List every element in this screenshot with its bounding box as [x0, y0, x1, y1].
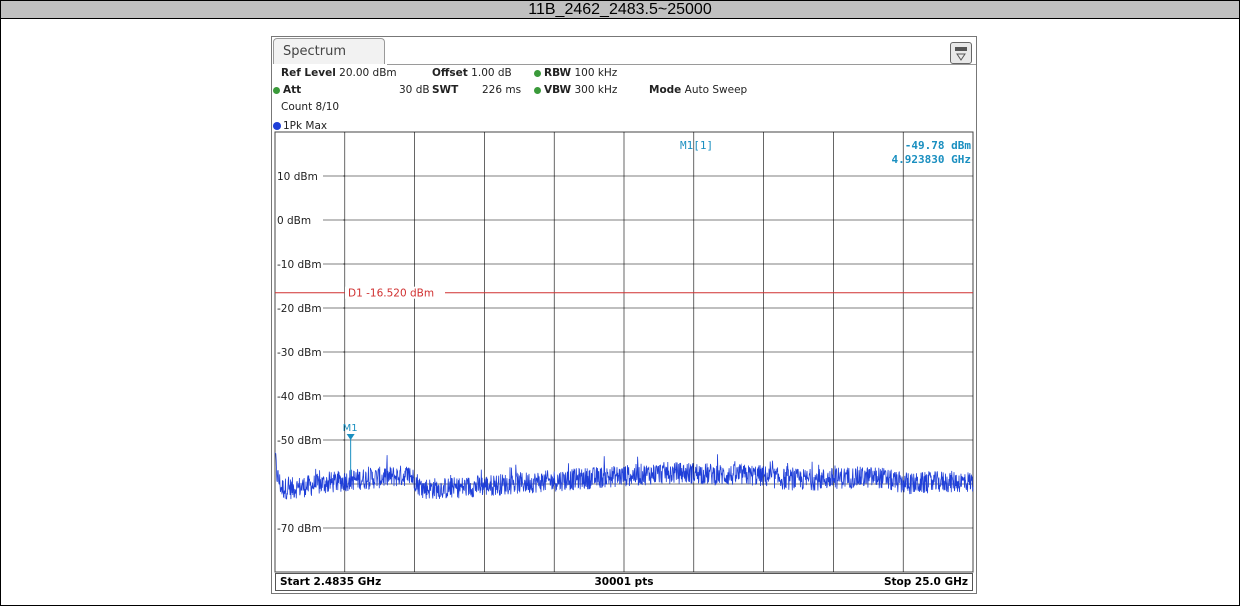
att-value: 30 dB [399, 84, 430, 96]
vbw-indicator-icon [534, 86, 541, 94]
marker-readout-level: -49.78 dBm [905, 139, 972, 152]
tab-divider [387, 64, 976, 65]
start-frequency: Start 2.4835 GHz [280, 576, 382, 588]
swt-value: 226 ms [482, 84, 522, 96]
marker-tag: M1 [343, 423, 358, 434]
y-tick-label: -30 dBm [277, 347, 322, 359]
att-label: Att [283, 84, 302, 96]
grid [343, 132, 973, 572]
rbw-label: RBW [544, 67, 572, 79]
sweep-count: Count 8/10 [281, 101, 340, 113]
trace-label: 1Pk Max [273, 120, 327, 132]
toolbar-icon[interactable] [950, 42, 972, 64]
sweep-points: 30001 pts [594, 576, 654, 588]
y-tick-label: -40 dBm [277, 391, 322, 403]
vbw-setting: VBW 300 kHz [534, 84, 617, 96]
rbw-value: 100 kHz [574, 67, 618, 79]
mode-value: Auto Sweep [684, 84, 748, 96]
vbw-label: VBW [544, 84, 572, 96]
swt-setting: SWT [432, 84, 458, 96]
spectrum-analyzer-panel: Spectrum Ref Level 20.00 dBm Offset 1.00… [271, 36, 977, 594]
y-tick-label: -50 dBm [277, 435, 322, 447]
window-title: 11B_2462_2483.5~25000 [0, 0, 1240, 19]
spectrum-plot: 10 dBm 0 dBm -10 dBm -20 dBm -30 dBm -40 dBm -… [274, 131, 974, 573]
marker-readout-frequency: 4.923830 GHz [892, 153, 971, 166]
mode-setting: Mode Auto Sweep [649, 84, 747, 96]
display-line-label-bg [345, 286, 445, 299]
marker-triangle-icon [346, 434, 355, 441]
trace-1-line [274, 452, 974, 500]
y-axis-ticks: 10 dBm 0 dBm -10 dBm -20 dBm -30 dBm -40 dBm -… [277, 171, 345, 535]
ref-level-label: Ref Level [281, 67, 336, 79]
rbw-indicator-icon [534, 69, 541, 77]
offset-label: Offset [432, 67, 468, 79]
y-tick-label: -10 dBm [277, 259, 322, 271]
ref-level-value: 20.00 dBm [339, 67, 397, 79]
rbw-setting: RBW 100 kHz [534, 67, 617, 79]
tab-spectrum[interactable]: Spectrum [273, 38, 385, 64]
display-line-group: D1 -16.520 dBm [275, 286, 973, 300]
trace-group [274, 452, 974, 500]
offset-setting: Offset 1.00 dB [432, 67, 512, 79]
display-config-icon [955, 47, 967, 61]
y-tick-label: 10 dBm [277, 171, 318, 183]
frequency-footer: Start 2.4835 GHz 30001 pts Stop 25.0 GHz [275, 573, 973, 591]
att-indicator-icon [273, 86, 280, 94]
swt-label: SWT [432, 84, 459, 96]
trace-indicator-icon [273, 122, 281, 130]
offset-value: 1.00 dB [471, 67, 512, 79]
marker-readout-label: M1[1] [680, 139, 713, 152]
trace-label-text: 1Pk Max [283, 120, 328, 132]
ref-level-setting: Ref Level 20.00 dBm [281, 67, 397, 79]
mode-label: Mode [649, 84, 682, 96]
att-setting: Att [273, 84, 301, 96]
y-tick-label: -70 dBm [277, 523, 322, 535]
stop-frequency: Stop 25.0 GHz [883, 576, 968, 588]
display-line-label: D1 -16.520 dBm [348, 288, 434, 300]
y-tick-label: 0 dBm [277, 215, 311, 227]
y-tick-label: -20 dBm [277, 303, 322, 315]
marker-group: M1 [343, 423, 358, 476]
vbw-value: 300 kHz [574, 84, 618, 96]
